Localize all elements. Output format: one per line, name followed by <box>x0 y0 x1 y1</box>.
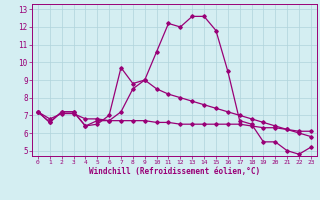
X-axis label: Windchill (Refroidissement éolien,°C): Windchill (Refroidissement éolien,°C) <box>89 167 260 176</box>
